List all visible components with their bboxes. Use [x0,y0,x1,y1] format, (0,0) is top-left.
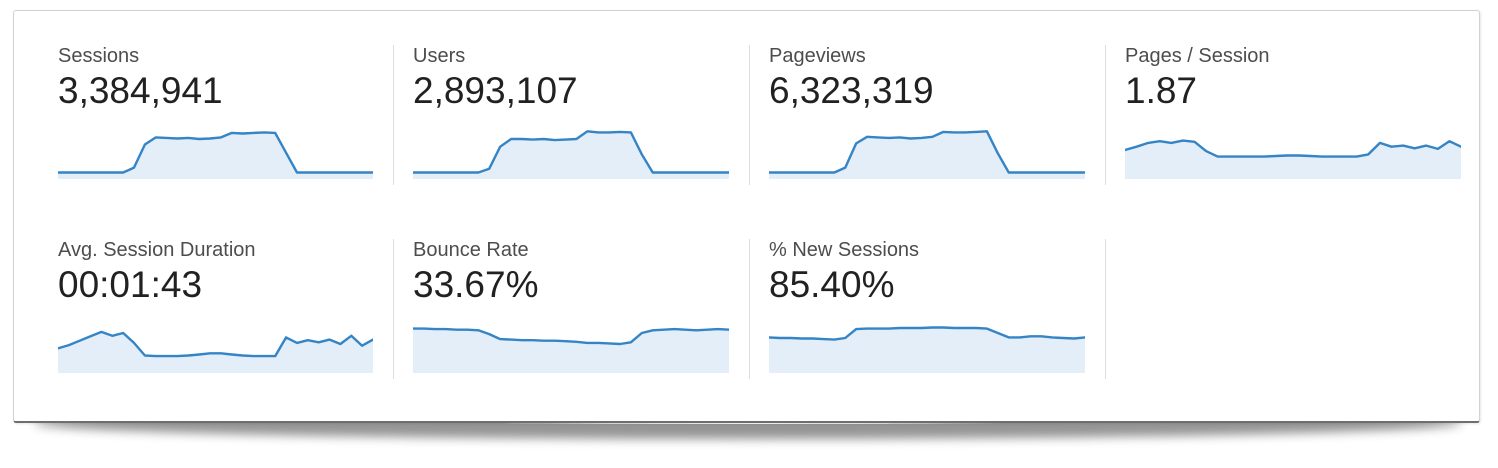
metric-label: Pageviews [769,45,866,67]
metric-card-new-sessions[interactable]: % New Sessions 85.40% [749,239,1105,379]
sparkline-avg-session-duration [58,315,373,373]
metric-value: 33.67% [413,264,539,305]
empty-cell [1105,239,1481,379]
metric-label: Avg. Session Duration [58,239,256,261]
metric-label: Users [413,45,466,67]
metric-card-pageviews[interactable]: Pageviews 6,323,319 [749,45,1105,185]
metrics-row-1: Sessions 3,384,941 Users 2,893,107 Pagev… [14,45,1481,185]
sparkline-sessions [58,121,373,179]
sparkline-bounce-rate [413,315,729,373]
sparkline-pages-per-session [1125,121,1461,179]
sparkline-users [413,121,729,179]
metric-card-pages-per-session[interactable]: Pages / Session 1.87 [1105,45,1481,185]
sparkline-new-sessions [769,315,1085,373]
metrics-panel: Sessions 3,384,941 Users 2,893,107 Pagev… [13,10,1480,423]
metric-label: Pages / Session [1125,45,1270,67]
metric-value: 85.40% [769,264,895,305]
metric-card-sessions[interactable]: Sessions 3,384,941 [14,45,393,179]
metric-label: Bounce Rate [413,239,529,261]
metric-value: 3,384,941 [58,70,223,111]
metric-label: Sessions [58,45,140,67]
metric-card-bounce-rate[interactable]: Bounce Rate 33.67% [393,239,749,379]
metrics-row-2: Avg. Session Duration 00:01:43 Bounce Ra… [14,239,1481,379]
metric-label: % New Sessions [769,239,920,261]
metric-card-avg-session-duration[interactable]: Avg. Session Duration 00:01:43 [14,239,393,373]
metric-value: 6,323,319 [769,70,934,111]
sparkline-pageviews [769,121,1085,179]
metric-value: 00:01:43 [58,264,203,305]
metric-card-users[interactable]: Users 2,893,107 [393,45,749,185]
metric-value: 1.87 [1125,70,1198,111]
metric-value: 2,893,107 [413,70,578,111]
